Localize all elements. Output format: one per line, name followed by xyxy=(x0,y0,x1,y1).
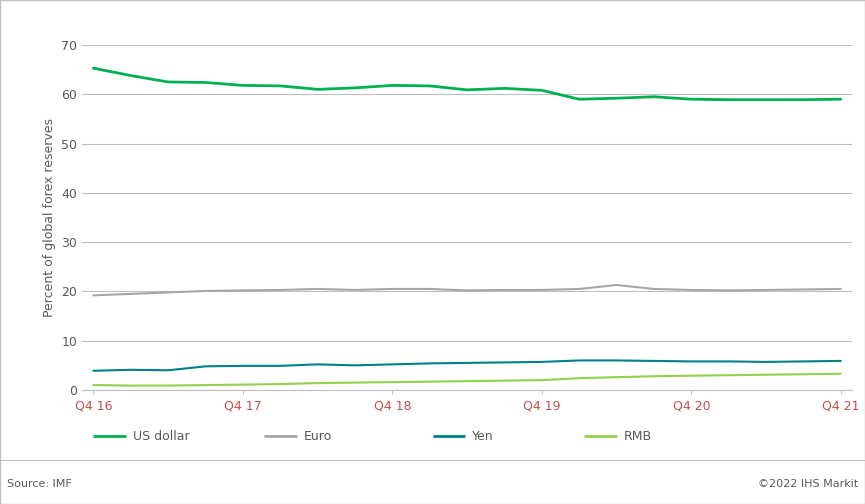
Text: Global foreign-exchange reserves currency composition: Global foreign-exchange reserves currenc… xyxy=(7,12,470,27)
Y-axis label: Percent of global forex reserves: Percent of global forex reserves xyxy=(42,118,55,317)
Text: US dollar: US dollar xyxy=(133,429,189,443)
Text: Source: IMF: Source: IMF xyxy=(7,479,72,489)
Text: ©2022 IHS Markit: ©2022 IHS Markit xyxy=(758,479,858,489)
Text: Euro: Euro xyxy=(304,429,332,443)
Text: RMB: RMB xyxy=(624,429,652,443)
Text: Yen: Yen xyxy=(472,429,494,443)
